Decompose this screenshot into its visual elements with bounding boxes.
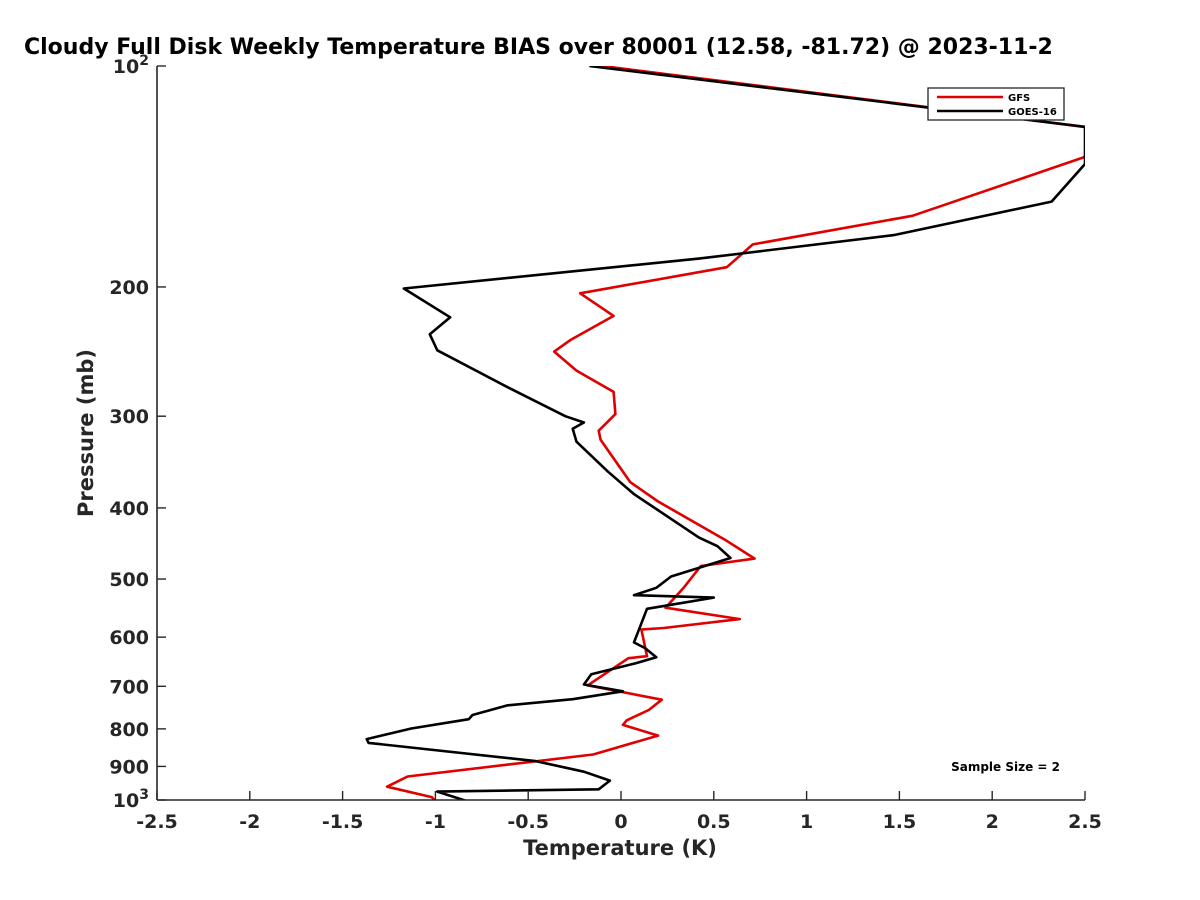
x-tick-label: 1.5 [883, 811, 917, 833]
plot-area: -2.5 -2 -1.5 -1 -0.5 0 0.5 1 1.5 2 2.5 102 200 300 40… [109, 53, 1102, 833]
x-tick-label: 1 [800, 811, 813, 833]
y-axis-label: Pressure (mb) [74, 349, 98, 517]
y-tick-label: 400 [109, 498, 149, 520]
y-tick-label: 103 [113, 787, 149, 812]
x-tick-label: -1 [425, 811, 446, 833]
x-tick-label: 2.5 [1068, 811, 1102, 833]
x-tick-label: -1.5 [322, 811, 364, 833]
y-tick-label: 700 [109, 676, 149, 698]
y-tick-label: 800 [109, 719, 149, 741]
legend-label-gfs: GFS [1008, 93, 1030, 104]
x-tick-label: -2 [239, 811, 260, 833]
sample-size-annotation: Sample Size = 2 [951, 760, 1060, 774]
legend-box [927, 87, 1065, 121]
x-axis-ticks: -2.5 -2 -1.5 -1 -0.5 0 0.5 1 1.5 2 2.5 [136, 791, 1102, 833]
x-axis-label: Temperature (K) [523, 836, 717, 860]
x-tick-label: 2 [986, 811, 999, 833]
legend: GFS GOES-16 [927, 87, 1065, 121]
series-line-gfs [385, 66, 1085, 800]
y-tick-label: 500 [109, 569, 149, 591]
y-tick-label: 600 [109, 627, 149, 649]
series-line-goes16 [365, 66, 1085, 800]
series-layer [365, 66, 1085, 800]
x-tick-label: 0.5 [697, 811, 731, 833]
y-tick-label: 300 [109, 406, 149, 428]
x-tick-label: -0.5 [507, 811, 549, 833]
y-axis-ticks: 102 200 300 400 500 600 700 800 900 103 [109, 53, 166, 812]
y-tick-label: 200 [109, 277, 149, 299]
y-tick-label: 900 [109, 756, 149, 778]
legend-label-goes16: GOES-16 [1008, 107, 1057, 118]
y-tick-label: 102 [113, 53, 149, 78]
x-tick-label: 0 [614, 811, 627, 833]
chart-title: Cloudy Full Disk Weekly Temperature BIAS… [24, 35, 1053, 60]
x-tick-label: -2.5 [136, 811, 178, 833]
